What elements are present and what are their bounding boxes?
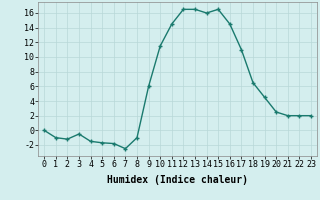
- X-axis label: Humidex (Indice chaleur): Humidex (Indice chaleur): [107, 175, 248, 185]
